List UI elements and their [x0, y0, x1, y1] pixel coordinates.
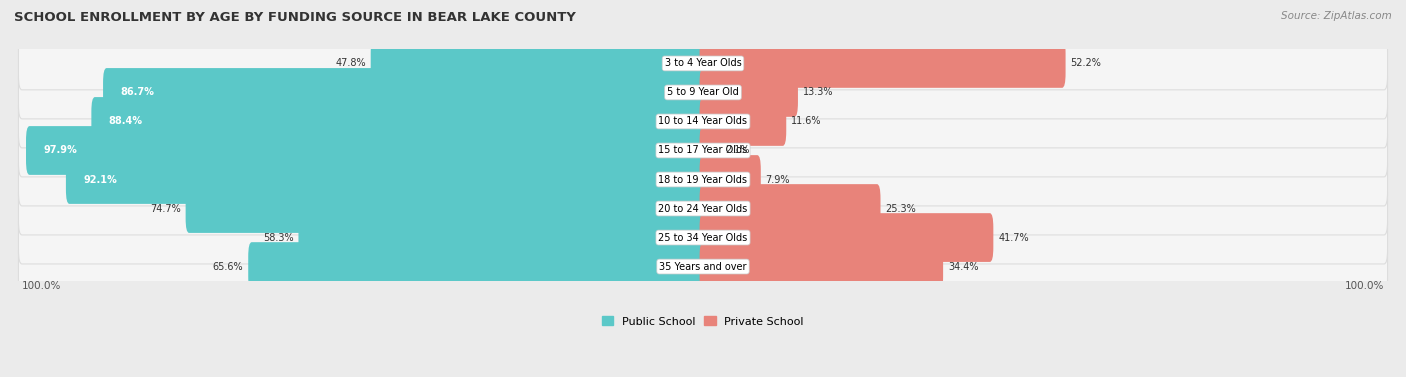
Text: 25 to 34 Year Olds: 25 to 34 Year Olds [658, 233, 748, 242]
Text: 11.6%: 11.6% [792, 116, 821, 126]
Text: 15 to 17 Year Olds: 15 to 17 Year Olds [658, 146, 748, 155]
FancyBboxPatch shape [103, 68, 706, 117]
FancyBboxPatch shape [700, 97, 786, 146]
FancyBboxPatch shape [700, 39, 1066, 88]
FancyBboxPatch shape [66, 155, 706, 204]
FancyBboxPatch shape [700, 126, 721, 175]
FancyBboxPatch shape [700, 242, 943, 291]
Text: 41.7%: 41.7% [998, 233, 1029, 242]
Text: Source: ZipAtlas.com: Source: ZipAtlas.com [1281, 11, 1392, 21]
Text: 88.4%: 88.4% [108, 116, 142, 126]
Text: 25.3%: 25.3% [886, 204, 917, 213]
FancyBboxPatch shape [18, 124, 1388, 177]
FancyBboxPatch shape [186, 184, 706, 233]
FancyBboxPatch shape [18, 182, 1388, 235]
FancyBboxPatch shape [700, 155, 761, 204]
FancyBboxPatch shape [18, 95, 1388, 148]
FancyBboxPatch shape [298, 213, 706, 262]
FancyBboxPatch shape [371, 39, 706, 88]
Text: 2.1%: 2.1% [725, 146, 751, 155]
FancyBboxPatch shape [91, 97, 706, 146]
FancyBboxPatch shape [18, 66, 1388, 119]
FancyBboxPatch shape [700, 68, 799, 117]
Text: 7.9%: 7.9% [766, 175, 790, 184]
Text: 13.3%: 13.3% [803, 87, 834, 98]
FancyBboxPatch shape [700, 184, 880, 233]
FancyBboxPatch shape [700, 213, 993, 262]
Legend: Public School, Private School: Public School, Private School [602, 316, 804, 326]
FancyBboxPatch shape [25, 126, 706, 175]
Text: 5 to 9 Year Old: 5 to 9 Year Old [666, 87, 740, 98]
Text: 10 to 14 Year Olds: 10 to 14 Year Olds [658, 116, 748, 126]
Text: 65.6%: 65.6% [212, 262, 243, 271]
Text: 86.7%: 86.7% [121, 87, 155, 98]
Text: 47.8%: 47.8% [335, 58, 366, 69]
Text: 35 Years and over: 35 Years and over [659, 262, 747, 271]
Text: 74.7%: 74.7% [150, 204, 181, 213]
FancyBboxPatch shape [18, 240, 1388, 293]
Text: 34.4%: 34.4% [948, 262, 979, 271]
FancyBboxPatch shape [18, 211, 1388, 264]
Text: 97.9%: 97.9% [44, 146, 77, 155]
Text: 100.0%: 100.0% [1344, 281, 1384, 291]
FancyBboxPatch shape [18, 153, 1388, 206]
Text: 58.3%: 58.3% [263, 233, 294, 242]
Text: 3 to 4 Year Olds: 3 to 4 Year Olds [665, 58, 741, 69]
Text: 52.2%: 52.2% [1070, 58, 1101, 69]
Text: 92.1%: 92.1% [83, 175, 117, 184]
Text: 20 to 24 Year Olds: 20 to 24 Year Olds [658, 204, 748, 213]
Text: 100.0%: 100.0% [22, 281, 62, 291]
FancyBboxPatch shape [18, 37, 1388, 90]
FancyBboxPatch shape [249, 242, 706, 291]
Text: 18 to 19 Year Olds: 18 to 19 Year Olds [658, 175, 748, 184]
Text: SCHOOL ENROLLMENT BY AGE BY FUNDING SOURCE IN BEAR LAKE COUNTY: SCHOOL ENROLLMENT BY AGE BY FUNDING SOUR… [14, 11, 576, 24]
